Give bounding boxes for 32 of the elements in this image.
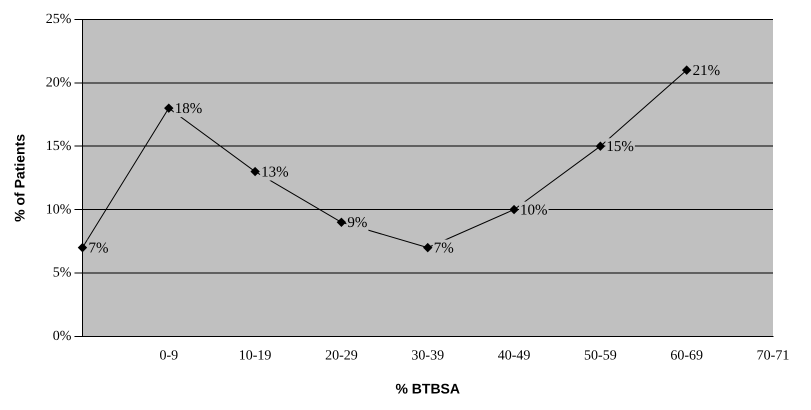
point [78, 243, 87, 252]
data-label: 10% [520, 202, 548, 219]
data-label: 15% [606, 139, 634, 156]
data-label: 9% [347, 215, 368, 232]
y-tick-label: 20% [46, 75, 72, 90]
y-tick-label: 25% [46, 12, 72, 28]
x-tick-label: 0-9 [159, 348, 178, 364]
x-tick-label: 10-19 [238, 348, 272, 364]
point [510, 205, 519, 214]
x-tick-label: 70-71 [756, 348, 790, 364]
y-axis-title: % of Patients [11, 134, 28, 222]
data-label: 7% [88, 240, 108, 257]
x-tick-label: 40-49 [498, 348, 530, 364]
point [682, 66, 692, 75]
data-label: 18% [174, 101, 202, 118]
data-label: 21% [692, 63, 720, 80]
x-tick-label: 20-29 [325, 348, 358, 364]
point [164, 104, 174, 113]
point [336, 218, 346, 227]
y-tick-label: 5% [52, 266, 72, 281]
x-tick-label: 30-39 [411, 348, 444, 364]
y-tick-label: 15% [46, 138, 72, 154]
data-label: 7% [434, 240, 454, 257]
y-tick-label: 10% [46, 202, 72, 218]
point [596, 142, 605, 151]
data-label: 13% [261, 164, 289, 180]
x-tick-label: 50-59 [584, 348, 617, 364]
point [250, 167, 260, 176]
x-tick-label: 60-69 [670, 348, 704, 364]
x-axis-title: % BTBSA [395, 380, 460, 396]
point [423, 243, 432, 252]
y-tick-label: 0% [52, 329, 72, 344]
